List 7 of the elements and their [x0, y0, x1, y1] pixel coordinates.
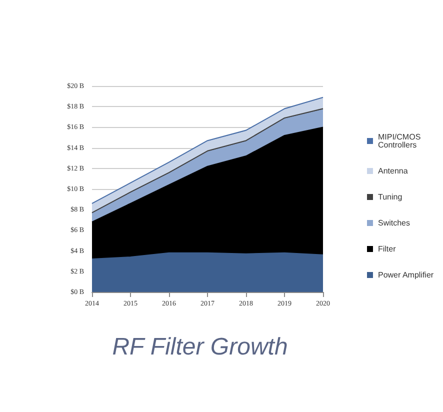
legend-label: Antenna — [378, 166, 408, 176]
legend-label: MIPI/CMOS Controllers — [378, 132, 423, 150]
legend-label: Tuning — [378, 192, 402, 202]
text: RF Filter Growth — [112, 334, 288, 360]
legend-label: Switches — [378, 218, 410, 228]
legend-label: Filter — [378, 244, 396, 254]
legend-label: Power Amplifier — [378, 270, 434, 280]
